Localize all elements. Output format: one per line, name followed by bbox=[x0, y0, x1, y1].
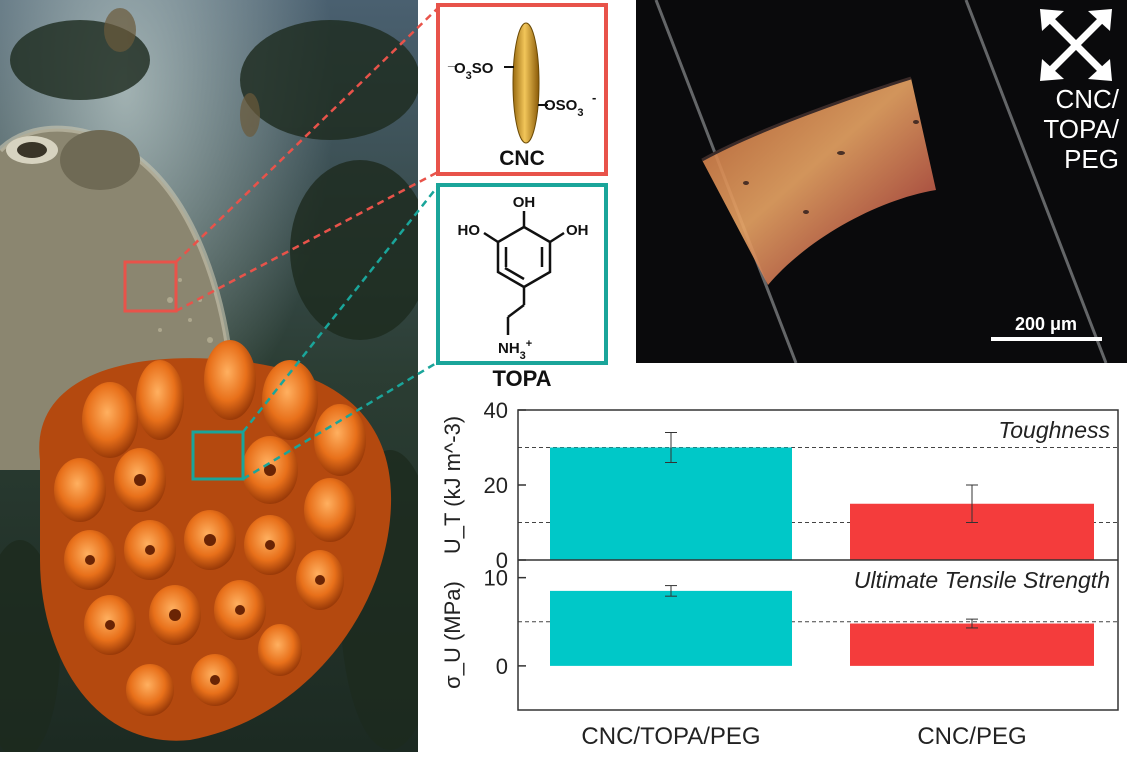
cnc-left-group: O3SO bbox=[454, 60, 494, 82]
cnc-right-group: OSO3 bbox=[544, 97, 583, 119]
polarizer-cross-icon bbox=[1040, 9, 1112, 81]
topa-structure-drawing: OH HO OH NH3+ bbox=[458, 194, 589, 362]
topa-oh-top: OH bbox=[513, 194, 536, 211]
bar-1-1 bbox=[850, 623, 1094, 666]
ytick-label-1-0: 0 bbox=[496, 654, 508, 679]
micrograph-label-line-2: TOPA/ bbox=[1043, 114, 1119, 144]
ytick-label-0-40: 40 bbox=[484, 398, 508, 423]
svg-text:_: _ bbox=[447, 53, 456, 68]
topa-amine: NH3+ bbox=[498, 338, 532, 361]
chart-title-0: Toughness bbox=[998, 417, 1110, 443]
cnc-label: CNC bbox=[499, 147, 545, 170]
x-category-label-0: CNC/TOPA/PEG bbox=[581, 723, 760, 750]
cnc-structure-drawing: O3SO _ OSO3 - CNC bbox=[447, 22, 596, 170]
ytick-label-1-10: 10 bbox=[484, 566, 508, 591]
chart-title-1: Ultimate Tensile Strength bbox=[854, 567, 1110, 593]
cnc-structure-panel: O3SO _ OSO3 - CNC bbox=[436, 3, 608, 176]
svg-text:-: - bbox=[592, 90, 596, 105]
topa-label: TOPA bbox=[492, 366, 552, 391]
micrograph-label-line-1: CNC/ bbox=[1055, 84, 1119, 114]
tunicate-photo bbox=[0, 0, 418, 752]
bar-1-0 bbox=[550, 590, 792, 666]
topa-oh-right: OH bbox=[566, 222, 589, 239]
x-category-label-1: CNC/PEG bbox=[917, 723, 1026, 750]
polarized-micrograph: CNC/ TOPA/ PEG 200 μm bbox=[636, 0, 1127, 363]
micrograph-label-line-3: PEG bbox=[1064, 144, 1119, 174]
y-axis-label-0: U_T (kJ m^-3) bbox=[440, 416, 465, 554]
ytick-label-0-20: 20 bbox=[484, 473, 508, 498]
y-axis-label-1: σ_U (MPa) bbox=[440, 581, 465, 689]
scale-bar-label: 200 μm bbox=[1015, 314, 1077, 334]
bar-0-0 bbox=[550, 447, 792, 560]
topa-structure-panel: OH HO OH NH3+ bbox=[436, 183, 608, 365]
topa-oh-left: HO bbox=[458, 222, 481, 239]
ytick-label-0-0: 0 bbox=[496, 548, 508, 573]
